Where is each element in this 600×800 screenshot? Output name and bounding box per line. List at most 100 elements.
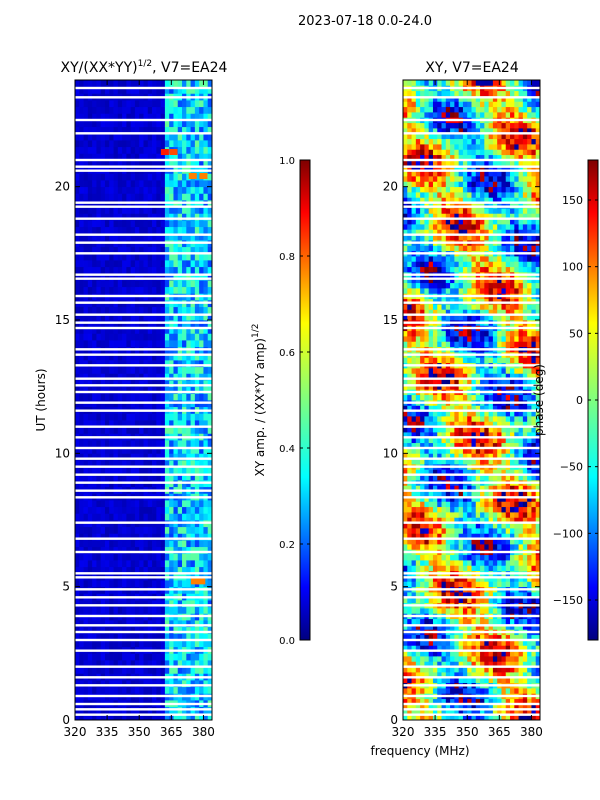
heatmap-cell bbox=[122, 633, 127, 641]
heatmap-cell bbox=[160, 213, 166, 221]
heatmap-cell bbox=[122, 173, 127, 181]
heatmap-cell bbox=[139, 660, 144, 668]
heatmap-cell bbox=[147, 286, 153, 294]
heatmap-cell bbox=[454, 597, 460, 604]
heatmap-cell bbox=[156, 326, 162, 334]
heatmap-cell bbox=[462, 309, 468, 316]
heatmap-cell bbox=[104, 420, 110, 428]
heatmap-cell bbox=[83, 126, 89, 134]
heatmap-cell bbox=[190, 533, 196, 541]
heatmap-cell bbox=[432, 160, 438, 166]
heatmap-cell bbox=[143, 186, 149, 194]
heatmap-cell bbox=[134, 553, 140, 561]
heatmap-cell bbox=[420, 186, 425, 193]
heatmap-cell bbox=[186, 606, 191, 614]
heatmap-cell bbox=[194, 446, 200, 454]
heatmap-cell bbox=[432, 661, 438, 668]
heatmap-cell bbox=[415, 208, 421, 214]
heatmap-cell bbox=[432, 394, 438, 401]
left-plot-title: XY/(XX*YY)1/2, V7=EA24 bbox=[61, 59, 228, 76]
heatmap-cell bbox=[403, 330, 408, 337]
flag-gap bbox=[75, 301, 212, 304]
heatmap-cell bbox=[177, 373, 183, 381]
heatmap-cell bbox=[458, 437, 464, 444]
colorbar-tick-label: 0.6 bbox=[279, 348, 295, 359]
heatmap-cell bbox=[415, 709, 421, 716]
heatmap-cell bbox=[203, 393, 209, 401]
heatmap-cell bbox=[75, 473, 80, 481]
heatmap-cell bbox=[92, 606, 97, 614]
heatmap-cell bbox=[207, 213, 212, 221]
heatmap-cell bbox=[445, 357, 451, 364]
heatmap-cell bbox=[96, 526, 102, 534]
heatmap-cell bbox=[432, 512, 438, 518]
heatmap-cell bbox=[428, 528, 434, 534]
heatmap-cell bbox=[420, 576, 425, 582]
heatmap-cell bbox=[152, 473, 157, 481]
heatmap-cell bbox=[100, 393, 106, 401]
heatmap-cell bbox=[177, 206, 183, 214]
heatmap-cell bbox=[437, 709, 442, 716]
left-flag-gaps bbox=[75, 86, 212, 716]
heatmap-cell bbox=[190, 326, 196, 334]
heatmap-cell bbox=[450, 154, 455, 161]
heatmap-cell bbox=[96, 226, 102, 234]
heatmap-cell bbox=[173, 246, 179, 254]
heatmap-cell bbox=[403, 208, 408, 214]
heatmap-cell bbox=[424, 469, 430, 476]
heatmap-cell bbox=[454, 314, 460, 321]
heatmap-cell bbox=[164, 326, 170, 334]
heatmap-cell bbox=[441, 394, 447, 401]
heatmap-cell bbox=[420, 229, 425, 236]
heatmap-cell bbox=[441, 176, 447, 182]
heatmap-cell bbox=[454, 405, 460, 412]
heatmap-cell bbox=[156, 620, 162, 628]
flag-gap bbox=[75, 481, 212, 484]
heatmap-cell bbox=[104, 366, 110, 374]
heatmap-cell bbox=[194, 380, 200, 388]
heatmap-cell bbox=[432, 330, 438, 337]
heatmap-cell bbox=[79, 260, 84, 268]
heatmap-cell bbox=[113, 366, 119, 374]
heatmap-cell bbox=[186, 626, 191, 634]
heatmap-cell bbox=[186, 660, 191, 668]
heatmap-cell bbox=[122, 153, 127, 161]
heatmap-cell bbox=[420, 218, 425, 225]
heatmap-cell bbox=[450, 245, 455, 252]
heatmap-cell bbox=[177, 426, 183, 434]
heatmap-cell bbox=[113, 686, 119, 694]
heatmap-cell bbox=[152, 146, 157, 154]
heatmap-cell bbox=[186, 260, 191, 268]
heatmap-cell bbox=[407, 661, 412, 668]
heatmap-cell bbox=[83, 146, 89, 154]
heatmap-cell bbox=[462, 640, 468, 646]
heatmap-cell bbox=[156, 600, 162, 608]
heatmap-cell bbox=[152, 253, 157, 261]
heatmap-cell bbox=[169, 373, 174, 381]
heatmap-cell bbox=[207, 526, 212, 534]
heatmap-cell bbox=[445, 650, 451, 657]
heatmap-cell bbox=[403, 314, 408, 321]
heatmap-cell bbox=[403, 506, 408, 513]
heatmap-cell bbox=[441, 474, 447, 481]
heatmap-cell bbox=[130, 640, 136, 648]
heatmap-cell bbox=[134, 313, 140, 321]
heatmap-cell bbox=[424, 677, 430, 684]
heatmap-cell bbox=[424, 618, 430, 625]
heatmap-cell bbox=[109, 553, 114, 561]
heatmap-cell bbox=[177, 686, 183, 694]
heatmap-cell bbox=[441, 213, 447, 220]
heatmap-cell bbox=[199, 266, 204, 274]
heatmap-cell bbox=[134, 173, 140, 181]
heatmap-cell bbox=[139, 453, 144, 461]
heatmap-cell bbox=[122, 246, 127, 254]
heatmap-cell bbox=[445, 170, 451, 177]
heatmap-cell bbox=[403, 672, 408, 678]
hot-spot-cell bbox=[190, 578, 199, 585]
heatmap-cell bbox=[160, 100, 166, 108]
heatmap-cell bbox=[450, 608, 455, 614]
heatmap-cell bbox=[407, 208, 412, 214]
heatmap-cell bbox=[207, 566, 212, 574]
heatmap-cell bbox=[130, 153, 136, 161]
heatmap-cell bbox=[134, 606, 140, 614]
